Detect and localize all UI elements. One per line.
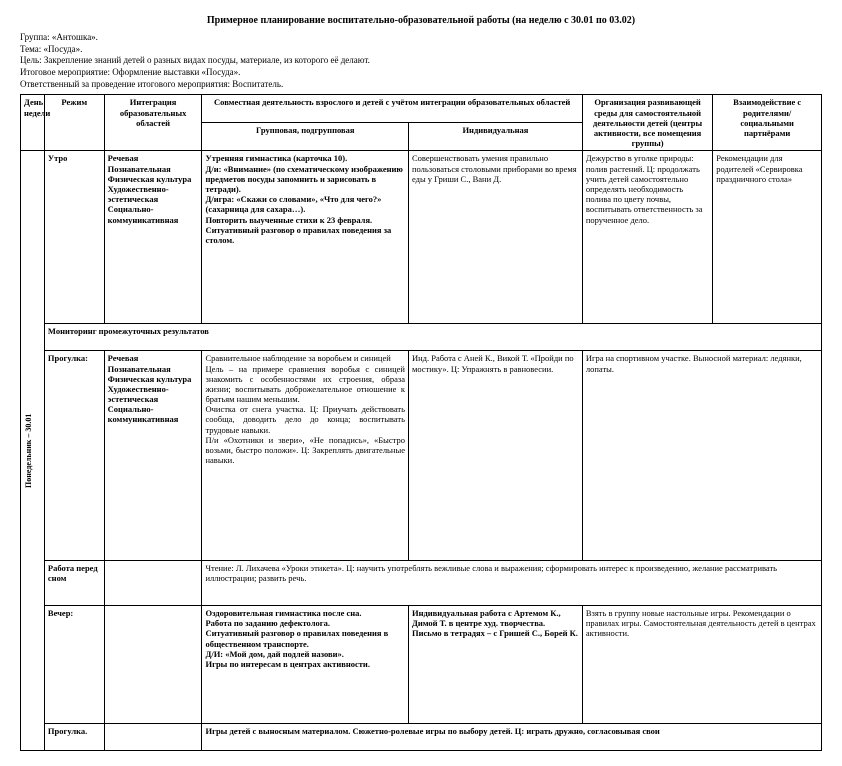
- org-morning: Дежурство в уголке природы: полив растен…: [582, 151, 712, 324]
- row-walk1: Прогулка: Речевая Познавательная Физичес…: [21, 351, 822, 560]
- row-beforesleep: Работа перед сном Чтение: Л. Лихачева «У…: [21, 560, 822, 605]
- group-walk1: Сравнительное наблюдение за воробьем и с…: [202, 351, 408, 560]
- meta-group: Группа: «Антошка».: [20, 32, 822, 44]
- meta-resp: Ответственный за проведение итогового ме…: [20, 79, 822, 91]
- rezh-morning: Утро: [44, 151, 104, 324]
- meta-event: Итоговое мероприятие: Оформление выставк…: [20, 67, 822, 79]
- integ-morning: Речевая Познавательная Физическая культу…: [104, 151, 202, 324]
- org-evening: Взять в группу новые настольные игры. Ре…: [582, 605, 821, 723]
- group-walk2: Игры детей с выносным материалом. Сюжетн…: [202, 724, 822, 751]
- h-integ: Интеграция образовательных областей: [104, 95, 202, 151]
- group-morning: Утренняя гимнастика (карточка 10). Д/и: …: [202, 151, 408, 324]
- h-group: Групповая, подгрупповая: [202, 123, 408, 151]
- rod-morning: Рекомендации для родителей «Сервировка п…: [713, 151, 822, 324]
- h-joint: Совместная деятельность взрослого и дете…: [202, 95, 582, 123]
- group-evening: Оздоровительная гимнастика после сна. Ра…: [202, 605, 408, 723]
- rezh-walk1: Прогулка:: [44, 351, 104, 560]
- rezh-walk2: Прогулка.: [44, 724, 104, 751]
- h-day: День недели: [21, 95, 45, 151]
- integ-evening: [104, 605, 202, 723]
- meta-theme: Тема: «Посуда».: [20, 44, 822, 56]
- indiv-walk1: Инд. Работа с Аней К., Викой Т. «Пройди …: [408, 351, 582, 560]
- meta-goal: Цель: Закрепление знаний детей о разных …: [20, 55, 822, 67]
- row-evening: Вечер: Оздоровительная гимнастика после …: [21, 605, 822, 723]
- header-row-1: День недели Режим Интеграция образовател…: [21, 95, 822, 123]
- meta-block: Группа: «Антошка». Тема: «Посуда». Цель:…: [20, 32, 822, 90]
- planning-table: День недели Режим Интеграция образовател…: [20, 94, 822, 751]
- group-beforesleep: Чтение: Л. Лихачева «Уроки этикета». Ц: …: [202, 560, 822, 605]
- integ-walk2: [104, 724, 202, 751]
- row-monitoring: Мониторинг промежуточных результатов: [21, 324, 822, 351]
- indiv-morning: Совершенствовать умения правильно пользо…: [408, 151, 582, 324]
- integ-beforesleep: [104, 560, 202, 605]
- monitoring-cell: Мониторинг промежуточных результатов: [44, 324, 821, 351]
- h-rod: Взаимодействие с родителями/ социальными…: [713, 95, 822, 151]
- rezh-beforesleep: Работа перед сном: [44, 560, 104, 605]
- row-morning: Понедельник – 30.01 Утро Речевая Познава…: [21, 151, 822, 324]
- h-rezh: Режим: [44, 95, 104, 151]
- org-walk1: Игра на спортивном участке. Выносной мат…: [582, 351, 821, 560]
- h-org: Организация развивающей среды для самост…: [582, 95, 712, 151]
- day-label: Понедельник – 30.01: [24, 153, 34, 748]
- h-indiv: Индивидуальная: [408, 123, 582, 151]
- indiv-evening: Индивидуальная работа с Артемом К., Димо…: [408, 605, 582, 723]
- document-title: Примерное планирование воспитательно-обр…: [20, 15, 822, 26]
- row-walk2: Прогулка. Игры детей с выносным материал…: [21, 724, 822, 751]
- integ-walk1: Речевая Познавательная Физическая культу…: [104, 351, 202, 560]
- rezh-evening: Вечер:: [44, 605, 104, 723]
- day-cell: Понедельник – 30.01: [21, 151, 45, 751]
